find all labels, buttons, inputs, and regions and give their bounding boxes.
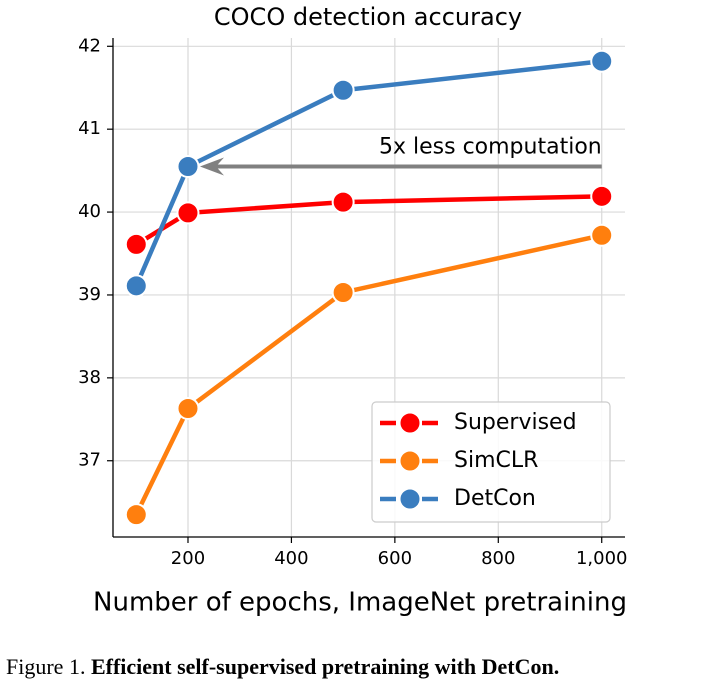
legend-marker (398, 487, 422, 511)
chart-title: COCO detection accuracy (214, 3, 522, 31)
data-point (124, 503, 148, 527)
legend-label: SimCLR (454, 448, 538, 473)
annotation-arrowhead (199, 157, 224, 176)
data-point (331, 78, 355, 102)
series-line (134, 233, 603, 516)
x-tick-label: 200 (171, 548, 205, 569)
caption-label: Figure 1. (6, 654, 86, 679)
legend-box (371, 401, 611, 523)
caption-text: Efficient self-supervised pretraining wi… (90, 654, 560, 679)
x-axis-label: Number of epochs, ImageNet pretraining (93, 588, 627, 618)
annotation: 5x less computation (379, 134, 602, 159)
y-tick-label: 38 (78, 367, 101, 388)
series-line (134, 58, 602, 287)
legend-label: Supervised (454, 410, 577, 435)
x-tick-label: 600 (378, 548, 412, 569)
x-tick-label: 400 (274, 548, 308, 569)
data-point (124, 232, 148, 256)
y-tick-label: 39 (78, 284, 101, 305)
data-point (590, 184, 614, 208)
x-tick-label: 800 (481, 548, 515, 569)
legend-marker (398, 449, 422, 473)
series-line (135, 194, 602, 247)
data-point (331, 190, 355, 214)
y-tick-label: 40 (78, 201, 101, 222)
data-point (590, 223, 614, 247)
data-point (590, 49, 614, 73)
y-tick-label: 42 (78, 35, 101, 56)
chart: COCO detection accuracy Number of epochs… (78, 3, 628, 618)
x-tick-label: 1,000 (576, 548, 628, 569)
y-tick-label: 37 (78, 450, 101, 471)
data-point (124, 274, 148, 298)
legend-label: DetCon (454, 486, 536, 511)
data-point (176, 397, 200, 421)
data-point (176, 154, 200, 178)
data-point (176, 201, 200, 225)
caption: Figure 1. Efficient self-supervised pret… (6, 654, 714, 680)
data-point (331, 280, 355, 304)
legend-marker (398, 411, 422, 435)
y-tick-label: 41 (78, 118, 101, 139)
